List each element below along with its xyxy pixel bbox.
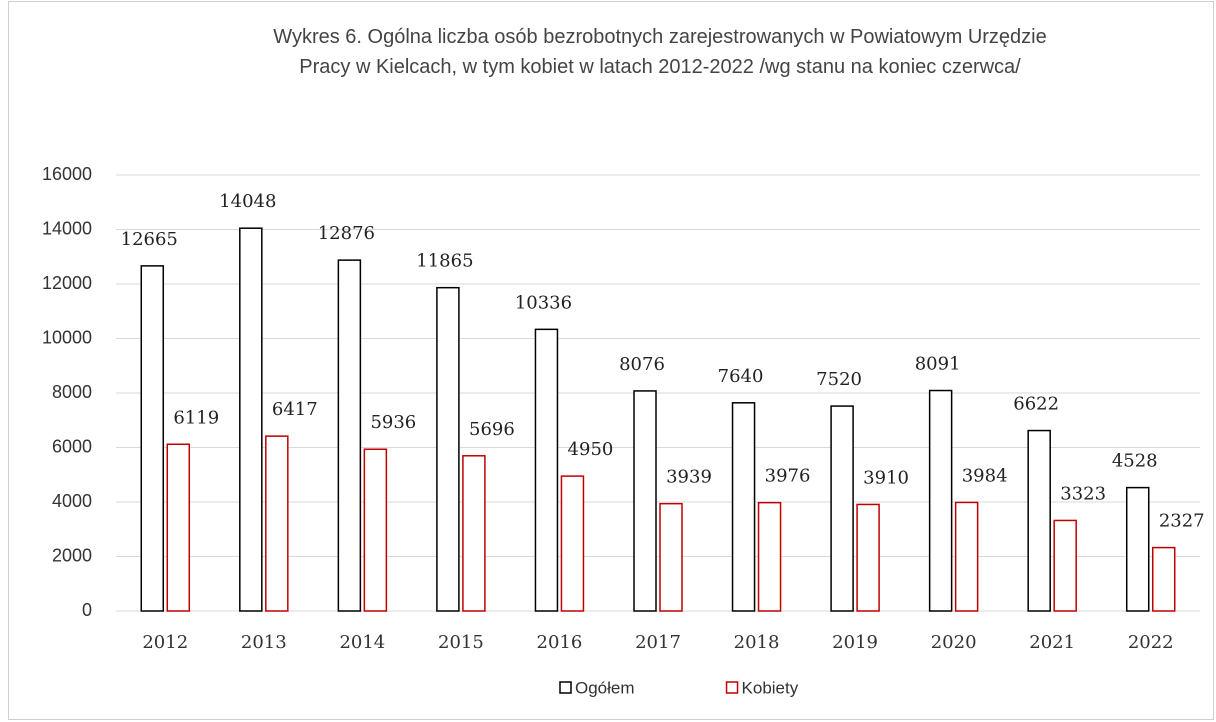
data-label: 12876	[318, 223, 375, 244]
bar	[166, 443, 191, 612]
y-tick-label: 0	[82, 600, 92, 620]
bar	[560, 475, 585, 612]
y-tick-label: 2000	[52, 545, 92, 565]
y-tick-label: 10000	[42, 327, 92, 347]
bar	[265, 435, 289, 612]
data-label: 7640	[718, 366, 764, 387]
data-label: 3976	[765, 466, 811, 487]
legend-label: Ogółem	[575, 678, 635, 697]
chart-title: Wykres 6. Ogólna liczba osób bezrobotnyc…	[273, 26, 1047, 78]
data-label: 14048	[219, 191, 276, 212]
data-label: 8076	[619, 354, 665, 375]
legend-swatch	[559, 681, 572, 694]
x-tick-label: 2016	[537, 632, 583, 653]
bar	[1151, 546, 1176, 612]
y-tick-label: 12000	[42, 273, 92, 293]
bar	[954, 501, 979, 612]
x-tick-label: 2019	[832, 632, 878, 653]
bar	[830, 405, 854, 612]
bar	[337, 259, 362, 612]
bar	[659, 502, 683, 612]
x-tick-label: 2018	[734, 632, 780, 653]
data-label: 3984	[962, 465, 1008, 486]
bar	[856, 503, 880, 612]
bar	[731, 402, 756, 612]
bar	[363, 448, 388, 612]
data-label: 6622	[1013, 394, 1059, 415]
data-label: 6417	[272, 399, 318, 420]
legend-label: Kobiety	[742, 678, 799, 697]
bar	[534, 328, 559, 612]
bar	[928, 389, 953, 612]
y-tick-label: 14000	[42, 218, 92, 238]
x-tick-label: 2015	[438, 632, 484, 653]
y-tick-label: 6000	[52, 436, 92, 456]
data-label: 4950	[568, 439, 614, 460]
x-tick-label: 2013	[241, 632, 287, 653]
bar	[239, 227, 263, 612]
data-label: 3323	[1060, 483, 1106, 504]
x-tick-label: 2017	[635, 632, 681, 653]
data-label: 5696	[469, 419, 515, 440]
data-label: 3939	[666, 467, 712, 488]
x-tick-label: 2022	[1128, 632, 1174, 653]
x-tick-label: 2014	[339, 632, 385, 653]
data-label: 11865	[416, 251, 473, 272]
data-label: 3910	[863, 467, 909, 488]
bar	[1053, 519, 1077, 612]
data-label: 6119	[173, 407, 219, 428]
bar	[1125, 486, 1150, 612]
bar	[462, 455, 486, 612]
x-tick-label: 2021	[1029, 632, 1075, 653]
data-label: 5936	[370, 412, 416, 433]
bar	[633, 390, 657, 612]
y-tick-label: 16000	[42, 164, 92, 184]
border	[8, 1, 1214, 720]
data-label: 4528	[1112, 451, 1158, 472]
bar	[1027, 429, 1051, 612]
data-label: 12665	[121, 229, 178, 250]
x-tick-label: 2020	[931, 632, 977, 653]
data-label: 10336	[515, 292, 572, 313]
y-tick-label: 4000	[52, 491, 92, 511]
bar	[140, 265, 165, 612]
legend-swatch	[725, 681, 739, 694]
data-label: 8091	[915, 354, 961, 375]
x-tick-label: 2012	[142, 632, 188, 653]
bar	[757, 501, 782, 612]
data-label: 7520	[816, 369, 862, 390]
bar	[436, 286, 460, 612]
data-label: 2327	[1159, 511, 1205, 532]
y-tick-label: 8000	[52, 382, 92, 402]
